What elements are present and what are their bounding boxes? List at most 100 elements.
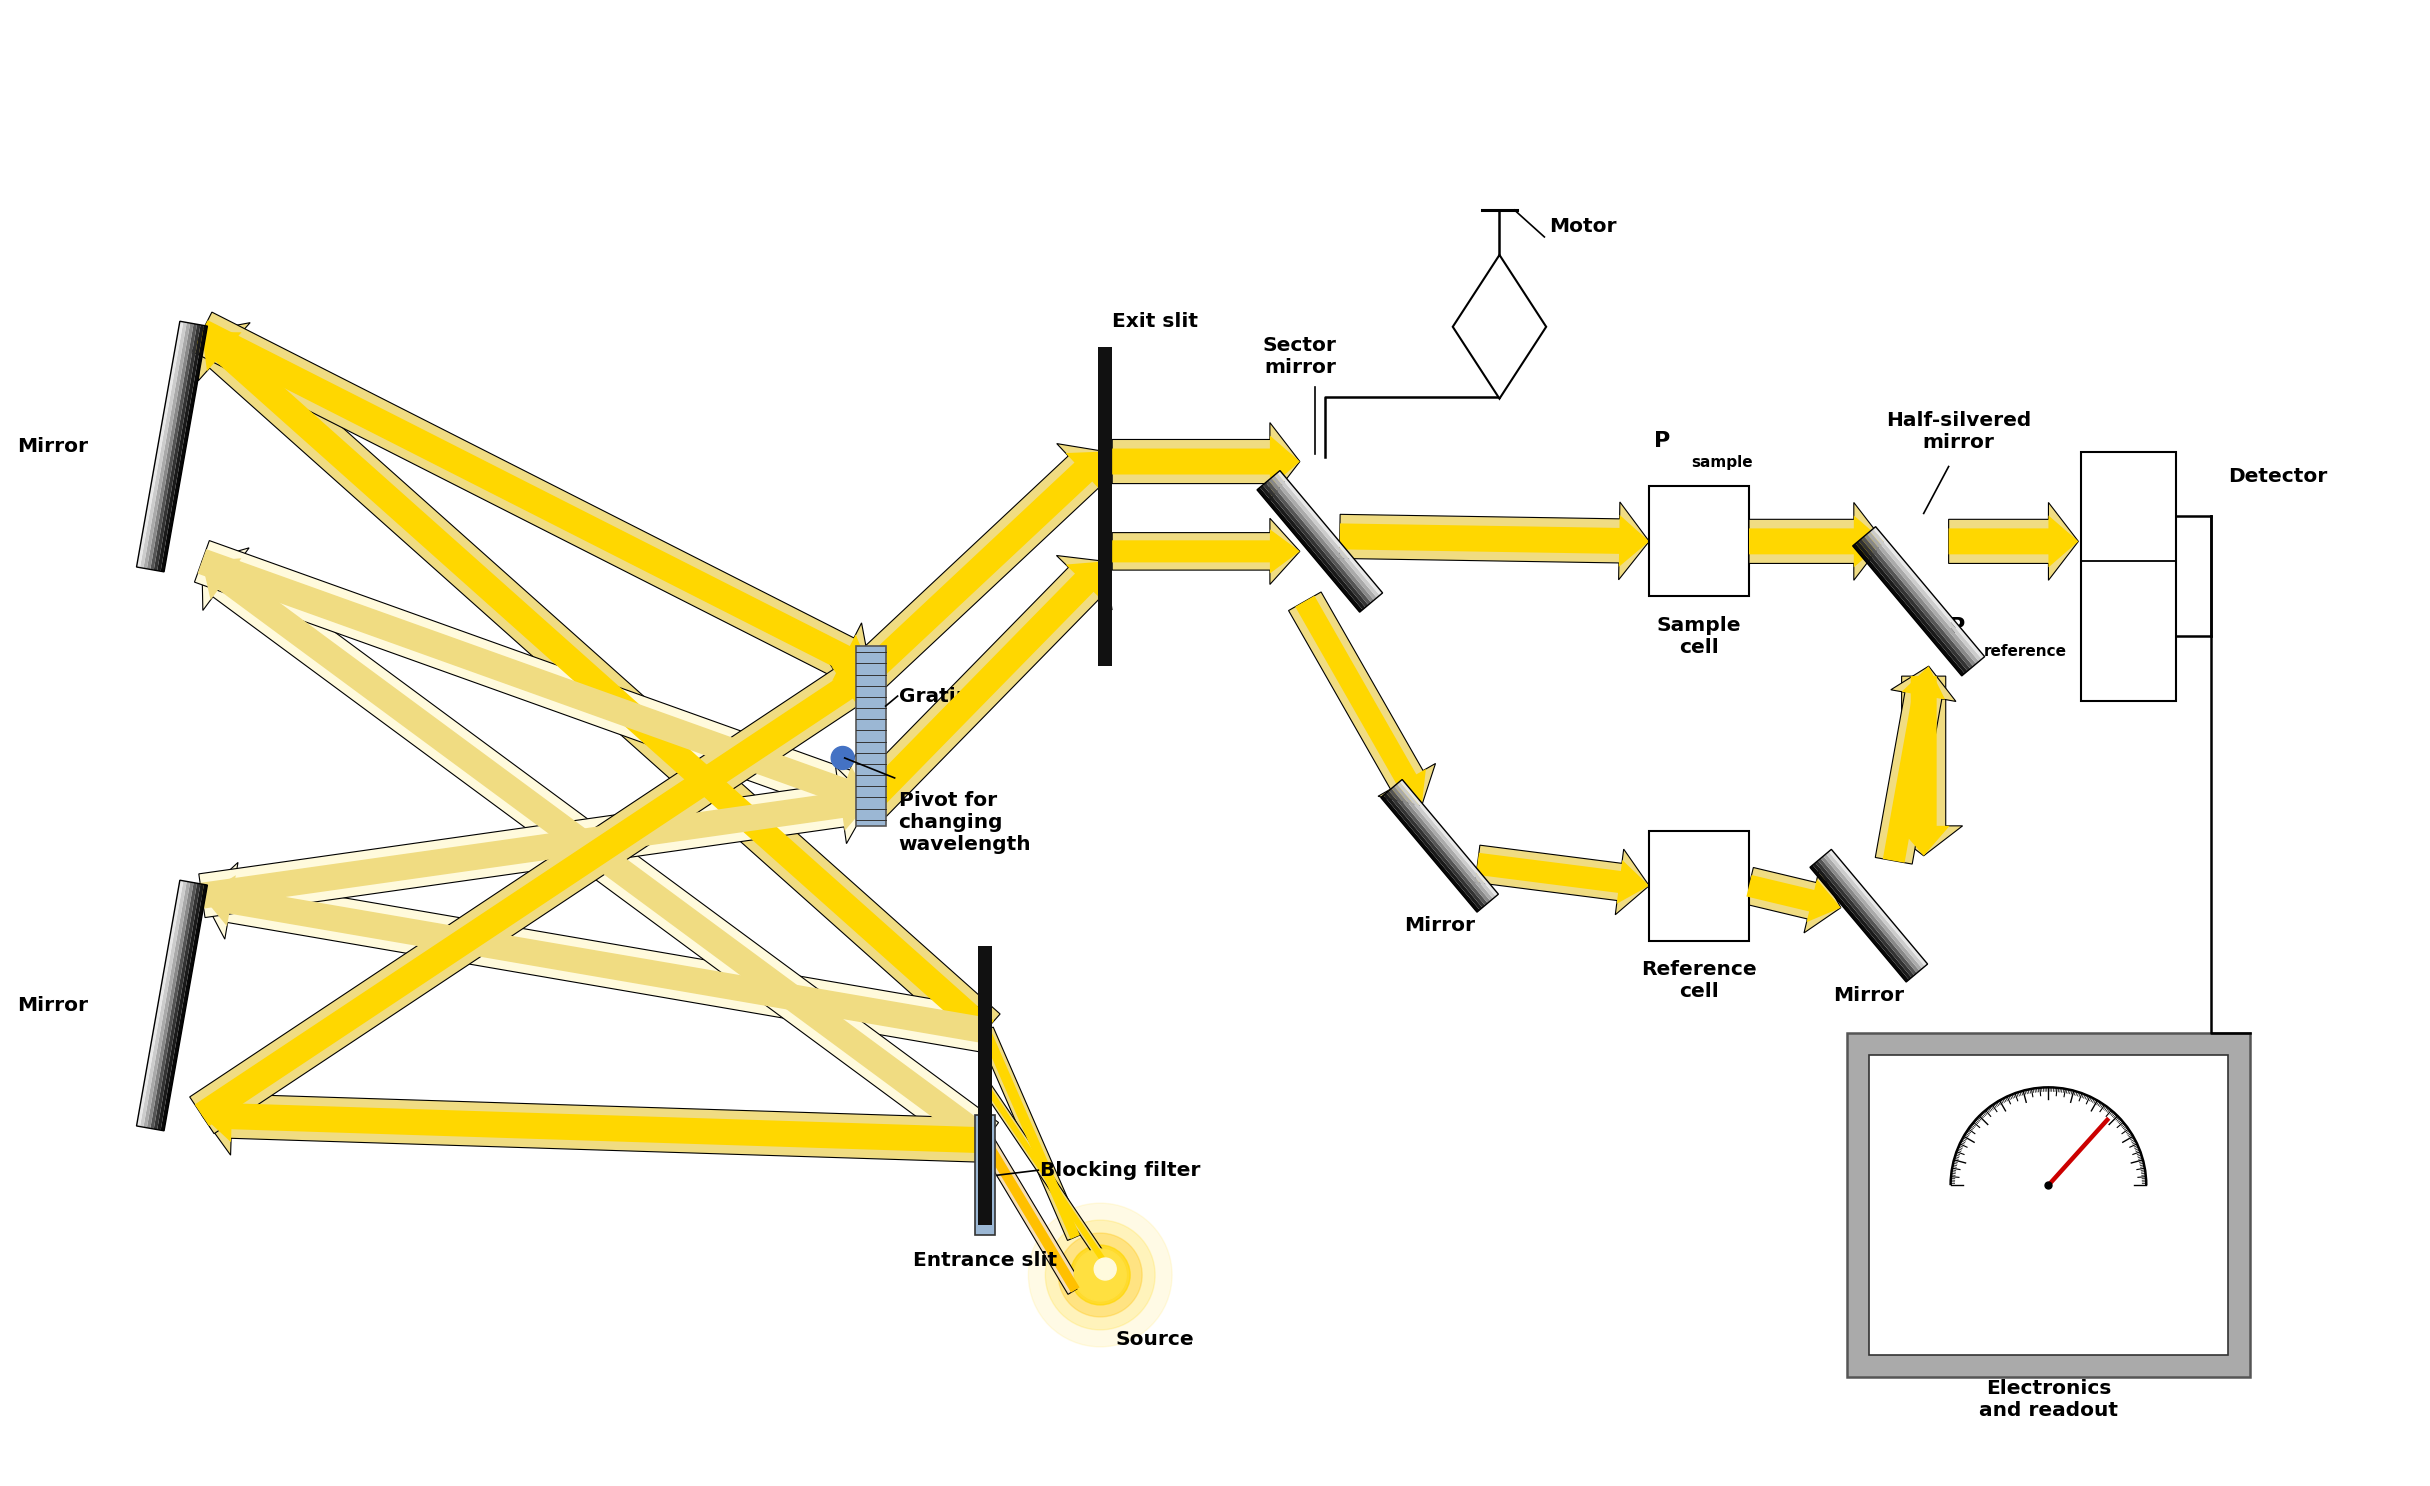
Polygon shape <box>151 883 197 1129</box>
Polygon shape <box>1395 785 1492 901</box>
Polygon shape <box>1113 422 1300 501</box>
Polygon shape <box>1475 846 1650 915</box>
Polygon shape <box>202 875 987 1043</box>
Polygon shape <box>202 548 999 1158</box>
Polygon shape <box>1266 480 1371 605</box>
Polygon shape <box>1866 532 1978 664</box>
Text: Mirror: Mirror <box>17 996 87 1015</box>
Polygon shape <box>160 884 207 1131</box>
Polygon shape <box>1830 850 1927 966</box>
Polygon shape <box>1747 875 1842 923</box>
Polygon shape <box>190 655 870 1134</box>
Polygon shape <box>1815 860 1915 978</box>
Polygon shape <box>1822 854 1922 970</box>
Polygon shape <box>141 322 187 568</box>
Polygon shape <box>984 1083 1108 1265</box>
Text: P: P <box>1949 617 1966 637</box>
Polygon shape <box>982 1028 1079 1239</box>
Polygon shape <box>1898 676 1949 856</box>
Polygon shape <box>1383 794 1482 909</box>
Polygon shape <box>1256 487 1363 612</box>
Polygon shape <box>1861 536 1973 669</box>
Polygon shape <box>194 541 870 828</box>
Polygon shape <box>146 883 194 1128</box>
Text: Blocking filter: Blocking filter <box>1040 1161 1200 1180</box>
Polygon shape <box>1392 786 1490 903</box>
Text: Sector
mirror: Sector mirror <box>1264 336 1337 377</box>
Polygon shape <box>982 1082 1111 1266</box>
Text: Half-silvered
mirror: Half-silvered mirror <box>1886 412 2031 452</box>
Text: Mirror: Mirror <box>17 437 87 456</box>
Polygon shape <box>982 1138 1079 1293</box>
Polygon shape <box>151 324 197 571</box>
Text: Reference
cell: Reference cell <box>1640 960 1757 1002</box>
Polygon shape <box>1295 596 1426 805</box>
Polygon shape <box>1818 859 1917 975</box>
Polygon shape <box>153 883 202 1129</box>
Polygon shape <box>202 862 989 1052</box>
Circle shape <box>1059 1233 1142 1317</box>
Polygon shape <box>1278 471 1383 596</box>
Text: Mirror: Mirror <box>1832 987 1905 1005</box>
Bar <box>1098 346 1113 666</box>
Polygon shape <box>1453 256 1545 398</box>
Bar <box>1847 1033 2250 1378</box>
Polygon shape <box>863 452 1106 681</box>
Polygon shape <box>202 331 994 1040</box>
Polygon shape <box>1820 856 1920 973</box>
Polygon shape <box>1390 789 1487 905</box>
Polygon shape <box>855 556 1113 816</box>
Polygon shape <box>1869 529 1983 661</box>
Circle shape <box>831 746 855 770</box>
Polygon shape <box>1475 853 1650 903</box>
Circle shape <box>1028 1204 1171 1346</box>
Polygon shape <box>1886 676 1963 856</box>
Bar <box>855 646 885 826</box>
Text: Mirror: Mirror <box>1405 917 1475 935</box>
Polygon shape <box>1113 529 1300 574</box>
Polygon shape <box>158 884 204 1131</box>
Polygon shape <box>1264 483 1368 608</box>
Polygon shape <box>1864 533 1976 666</box>
Polygon shape <box>199 322 1001 1048</box>
Bar <box>1869 1055 2228 1355</box>
Polygon shape <box>1288 591 1436 805</box>
Polygon shape <box>141 881 187 1128</box>
Polygon shape <box>143 322 190 569</box>
Bar <box>1650 831 1750 941</box>
Polygon shape <box>158 325 204 571</box>
Text: Grating: Grating <box>899 687 984 706</box>
Polygon shape <box>1397 782 1497 899</box>
Text: Pivot for
changing
wavelength: Pivot for changing wavelength <box>899 791 1030 854</box>
Polygon shape <box>1859 539 1971 672</box>
Polygon shape <box>1113 519 1300 584</box>
Circle shape <box>1094 1259 1115 1279</box>
Text: Detector: Detector <box>2228 467 2328 486</box>
Polygon shape <box>197 319 870 681</box>
Text: Sample
cell: Sample cell <box>1657 615 1742 657</box>
Circle shape <box>1045 1220 1154 1330</box>
Polygon shape <box>1380 795 1480 912</box>
Bar <box>2080 452 2175 701</box>
Text: Electronics
and readout: Electronics and readout <box>1978 1379 2119 1421</box>
Polygon shape <box>1883 666 1944 863</box>
Text: Exit slit: Exit slit <box>1113 312 1198 331</box>
Circle shape <box>1074 1250 1125 1300</box>
Polygon shape <box>979 1135 1081 1294</box>
Polygon shape <box>1876 666 1956 863</box>
Polygon shape <box>1745 868 1842 933</box>
Polygon shape <box>1852 544 1963 676</box>
Text: P: P <box>1655 431 1669 450</box>
Polygon shape <box>1857 541 1968 673</box>
Polygon shape <box>1874 526 1985 658</box>
Polygon shape <box>199 779 870 908</box>
Polygon shape <box>1273 473 1380 597</box>
Text: Motor: Motor <box>1550 217 1616 236</box>
Polygon shape <box>1949 516 2078 568</box>
Polygon shape <box>1268 478 1373 602</box>
Polygon shape <box>202 559 994 1150</box>
Polygon shape <box>143 881 190 1128</box>
Polygon shape <box>160 325 207 572</box>
Polygon shape <box>1339 502 1650 580</box>
Polygon shape <box>977 1027 1084 1241</box>
